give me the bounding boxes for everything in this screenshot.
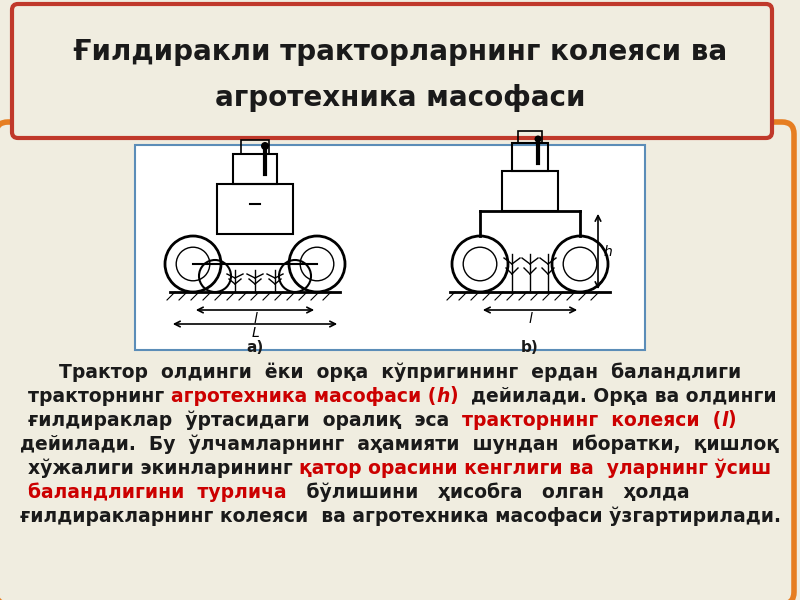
Text: ғилдиракларнинг колеяси  ва агротехника масофаси ўзгартирилади.: ғилдиракларнинг колеяси ва агротехника м… — [19, 506, 781, 526]
Text: b): b) — [521, 340, 539, 355]
Text: Трактор  олдинги  ёки  орқа  кўпригининг  ердан  баландлиги: Трактор олдинги ёки орқа кўпригининг ерд… — [59, 362, 741, 382]
Text: бўлишини   ҳисобга   олган   ҳолда: бўлишини ҳисобга олган ҳолда — [286, 482, 690, 502]
Text: хўжалиги экинларининг: хўжалиги экинларининг — [28, 458, 299, 478]
Text: l: l — [722, 410, 728, 430]
Bar — [241, 140, 269, 154]
Text: ғилдираклар  ўртасидаги  оралиқ  эса: ғилдираклар ўртасидаги оралиқ эса — [28, 410, 462, 430]
Text: ): ) — [728, 410, 737, 430]
Text: h: h — [604, 245, 613, 259]
Text: дейилади.  Бу  ўлчамларнинг  аҳамияти  шундан  иборатки,  қишлоқ: дейилади. Бу ўлчамларнинг аҳамияти шунда… — [21, 434, 779, 454]
Text: ): ) — [450, 386, 458, 406]
Text: дейилади. Орқа ва олдинги: дейилади. Орқа ва олдинги — [458, 386, 777, 406]
Text: l: l — [528, 312, 532, 326]
Bar — [518, 131, 542, 143]
Text: баландлигини  турлича: баландлигини турлича — [28, 482, 286, 502]
Text: L: L — [251, 326, 259, 340]
Bar — [502, 171, 558, 211]
Text: Ғилдиракли тракторларнинг колеяси ва: Ғилдиракли тракторларнинг колеяси ва — [73, 38, 727, 66]
Text: тракторнинг: тракторнинг — [28, 386, 170, 406]
Text: a): a) — [246, 340, 264, 355]
Text: тракторнинг  колеяси  (: тракторнинг колеяси ( — [462, 410, 722, 430]
Text: агротехника масофаси: агротехника масофаси — [214, 84, 586, 112]
Text: h: h — [436, 386, 450, 406]
Text: агротехника масофаси (: агротехника масофаси ( — [170, 386, 436, 406]
Text: l: l — [253, 312, 257, 326]
Circle shape — [534, 136, 542, 142]
Circle shape — [261, 142, 269, 150]
Bar — [217, 184, 293, 234]
FancyBboxPatch shape — [135, 145, 645, 350]
FancyBboxPatch shape — [12, 4, 772, 138]
Text: қатор орасини кенглиги ва  уларнинг ўсиш: қатор орасини кенглиги ва уларнинг ўсиш — [299, 458, 771, 478]
FancyBboxPatch shape — [0, 122, 794, 600]
Bar — [512, 143, 548, 171]
Bar — [233, 154, 277, 184]
